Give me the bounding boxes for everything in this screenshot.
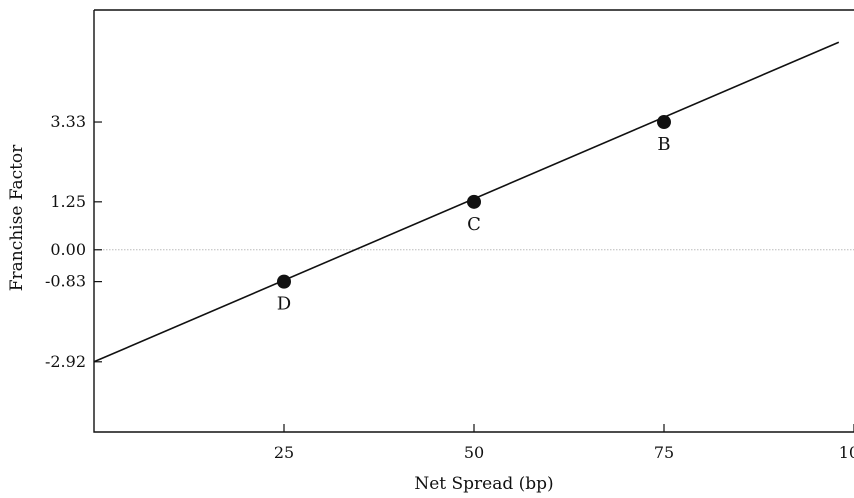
- x-tick-label-1: 50: [464, 443, 484, 462]
- data-point-c: [467, 194, 481, 209]
- x-axis-title: Net Spread (bp): [414, 474, 553, 494]
- x-tick-label-2: 75: [654, 443, 674, 462]
- y-tick-label-2: 0.00: [50, 240, 86, 259]
- y-axis-ticks: 3.33 1.25 0.00 -0.83 -2.92: [45, 112, 102, 371]
- y-tick-label-1: 1.25: [50, 192, 86, 211]
- y-axis-title: Franchise Factor: [7, 144, 27, 291]
- point-label-b: B: [657, 134, 670, 155]
- data-point-b: [657, 115, 671, 130]
- y-tick-label-4: -2.92: [45, 352, 86, 371]
- x-tick-label-3: 100: [839, 443, 854, 462]
- axis-frame: [93, 10, 854, 433]
- point-label-c: C: [467, 214, 481, 235]
- series-line-0: [93, 41, 840, 363]
- data-point-d: [277, 274, 291, 289]
- point-label-d: D: [277, 294, 291, 315]
- plot-area: D C B: [93, 9, 854, 433]
- y-tick-label-3: -0.83: [45, 272, 86, 291]
- x-tick-label-0: 25: [274, 443, 294, 462]
- y-tick-label-0: 3.33: [50, 112, 86, 131]
- x-axis-ticks: 25 50 75 100: [274, 424, 854, 462]
